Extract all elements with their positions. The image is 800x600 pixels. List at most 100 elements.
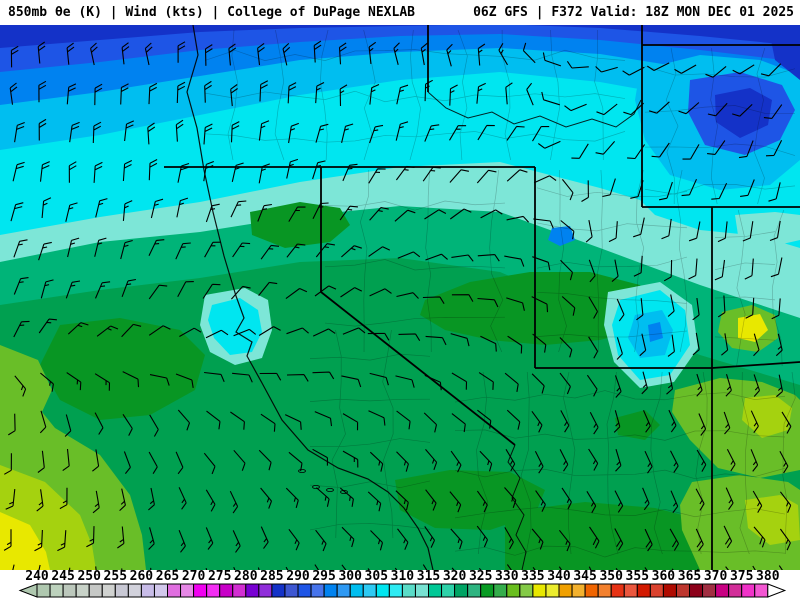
title-bar: 850mb θe (K) | Wind (kts) | College of D… [0,0,800,25]
contour-blob-yellow-spot-east [738,314,768,342]
colorbar-cell [114,583,129,598]
contour-blob-darkgreen-topcenter [250,202,350,248]
colorbar-cell [101,583,116,598]
map-area [0,25,800,570]
colorbar-cell [219,583,234,598]
contour-blob-blue-spot-ut [548,226,575,246]
colorbar-tick-label: 315 [416,569,441,584]
colorbar-cell [532,583,547,598]
colorbar-cell [88,583,103,598]
contour-blob-sfbay-brightcyan [208,298,262,355]
colorbar-cell [297,583,312,598]
state-border-co-nm-37N [711,361,800,369]
colorbar-tick-label: 245 [51,569,75,584]
colorbar-tick-label: 240 [25,569,49,584]
colorado-river [507,444,527,570]
colorbar-tick-label: 350 [599,569,623,584]
colorbar-above-range-arrow [767,583,787,598]
colorbar-cell [36,583,51,598]
colorbar-cell [153,583,168,598]
snake-river [427,91,642,128]
colorbar-cell [715,583,730,598]
county-borders [204,29,796,558]
colorbar-tick-label: 375 [729,569,754,584]
colorbar-cell [62,583,77,598]
colorbar-cell [75,583,90,598]
colorbar-tick-label: 275 [207,569,232,584]
colorbar-legend: 240 245 250 255 260 265 270 275 280 285 290 295 300 3… [0,569,800,600]
colorbar-cell [49,583,64,598]
contour-blob-darkgreen-bottom [505,502,718,570]
colorbar-cell [323,583,338,598]
colorbar-cell [140,583,155,598]
colorbar-cell [610,583,625,598]
colorbar-cell [702,583,717,598]
contour-blob-wy-seafoam [735,212,800,248]
contour-band-blue-292K [0,25,800,72]
colorbar-cell [597,583,612,598]
colorbar-cell [545,583,560,598]
colorbar-cell [414,583,430,598]
colorbar-tick-label: 320 [442,569,467,584]
colorbar [18,583,787,598]
colorbar-tick-label: 280 [234,569,258,584]
colorbar-cell [336,583,351,598]
colorbar-tick-label: 325 [468,569,493,584]
colorbar-tick-label: 290 [286,569,310,584]
theta-e-wind-map [0,25,800,570]
colorbar-cell [636,583,651,598]
colorbar-cell [310,583,325,598]
colorbar-cell [493,583,508,598]
colorbar-cell [258,583,273,598]
colorbar-cell [167,583,182,598]
colorbar-cell [401,583,416,598]
colorbar-tick-label: 305 [364,569,389,584]
colorbar-tick-label: 255 [103,569,128,584]
colorbar-tick-label: 260 [129,569,154,584]
colorbar-tick-labels: 240 245 250 255 260 265 270 275 280 285 290 295 300 3… [0,569,800,584]
colorbar-cell [662,583,677,598]
colorbar-cell [284,583,299,598]
colorbar-cell [480,583,495,598]
contour-blob-pocket-blue-dot [648,322,663,342]
colorbar-tick-label: 285 [260,569,284,584]
colorbar-cell [271,583,286,598]
colorbar-cell [441,583,456,598]
colorbar-cell [232,583,247,598]
colorbar-cell [754,583,769,598]
colorbar-cell [623,583,638,598]
channel-island [326,487,334,492]
colorbar-cell [454,583,469,598]
model-run-valid-time: 06Z GFS | F372 Valid: 18Z MON DEC 01 202… [473,5,794,20]
colorbar-cell [519,583,534,598]
colorbar-cell [558,583,573,598]
contour-blob-lime-east1 [742,395,792,438]
colorbar-cell [180,583,195,598]
colorbar-cell [245,583,260,598]
colorbar-tick-label: 345 [573,569,597,584]
colorbar-cell [506,583,521,598]
colorbar-cell [193,583,208,598]
colorbar-below-range-arrow [18,583,38,598]
colorbar-cell [571,583,586,598]
colorbar-cell [375,583,390,598]
channel-island [312,484,320,489]
colorbar-tick-label: 310 [390,569,415,584]
state-border-ca-nv-diagonal [320,291,516,446]
colorbar-cell [362,583,377,598]
pacific-coastline [186,25,434,570]
channel-island [298,468,306,473]
colorbar-cell [388,583,403,598]
colorbar-tick-label: 295 [312,569,336,584]
colorbar-tick-label: 250 [77,569,101,584]
colorbar-cell [741,583,756,598]
colorbar-cell [584,583,599,598]
contour-band-navy-287K [0,25,800,48]
colorbar-cell [649,583,664,598]
colorbar-cell [206,583,221,598]
colorbar-cell [675,583,691,598]
colorbar-cell [349,583,364,598]
contour-blob-yellow-swcorner [0,512,50,570]
colorbar-cell [428,583,443,598]
